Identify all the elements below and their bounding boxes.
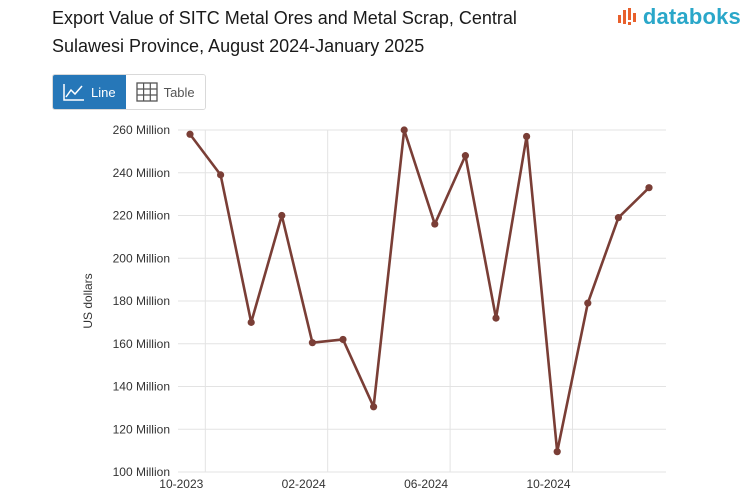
x-tick-labels: 10-2023 02-2024 06-2024 10-2024	[159, 477, 571, 491]
chart-title: Export Value of SITC Metal Ores and Meta…	[52, 8, 517, 56]
logo-text: databoks	[642, 4, 741, 29]
data-point	[370, 403, 378, 411]
y-tick-label: 240 Million	[113, 166, 170, 180]
data-point	[523, 132, 531, 141]
y-tick-label: 200 Million	[113, 251, 170, 265]
databoks-logo[interactable]: databoks	[617, 4, 741, 30]
y-tick-labels: 100 Million 120 Million 140 Million 160 Mil…	[113, 123, 170, 479]
data-point	[492, 314, 500, 322]
y-axis-title: US dollars	[81, 273, 95, 328]
x-tick-label: 10-2023	[159, 477, 203, 491]
data-point	[645, 184, 653, 192]
databoks-logo-icon	[617, 8, 636, 25]
table-view-label: Table	[163, 84, 195, 100]
x-tick-label: 10-2024	[526, 477, 570, 491]
data-point	[584, 299, 592, 307]
line-chart-icon	[63, 84, 84, 101]
y-tick-label: 160 Million	[113, 337, 170, 351]
data-point	[553, 448, 561, 456]
data-point	[247, 318, 255, 326]
data-point	[308, 339, 316, 347]
data-point	[400, 126, 408, 134]
table-view-button[interactable]: Table	[125, 75, 205, 109]
data-point	[431, 220, 439, 228]
y-tick-label: 100 Million	[113, 465, 170, 479]
data-point	[614, 214, 623, 222]
line-view-label: Line	[91, 84, 116, 100]
y-tick-label: 180 Million	[113, 294, 170, 308]
y-tick-label: 120 Million	[113, 422, 170, 436]
y-tick-label: 220 Million	[113, 209, 170, 223]
x-tick-label: 06-2024	[404, 477, 448, 491]
y-tick-label: 140 Million	[113, 380, 170, 394]
data-point	[461, 152, 469, 160]
line-view-button[interactable]: Line	[53, 75, 126, 109]
series-line	[188, 128, 650, 453]
y-tick-label: 260 Million	[113, 123, 170, 137]
series-line-group	[186, 126, 653, 456]
data-point	[339, 335, 347, 344]
y-gridlines	[178, 129, 666, 473]
table-grid-icon	[135, 82, 158, 102]
view-toggle: Line Table	[52, 74, 206, 110]
x-tick-label: 02-2024	[282, 477, 326, 491]
data-point	[278, 211, 286, 220]
data-point	[186, 130, 194, 138]
data-point	[217, 171, 225, 179]
